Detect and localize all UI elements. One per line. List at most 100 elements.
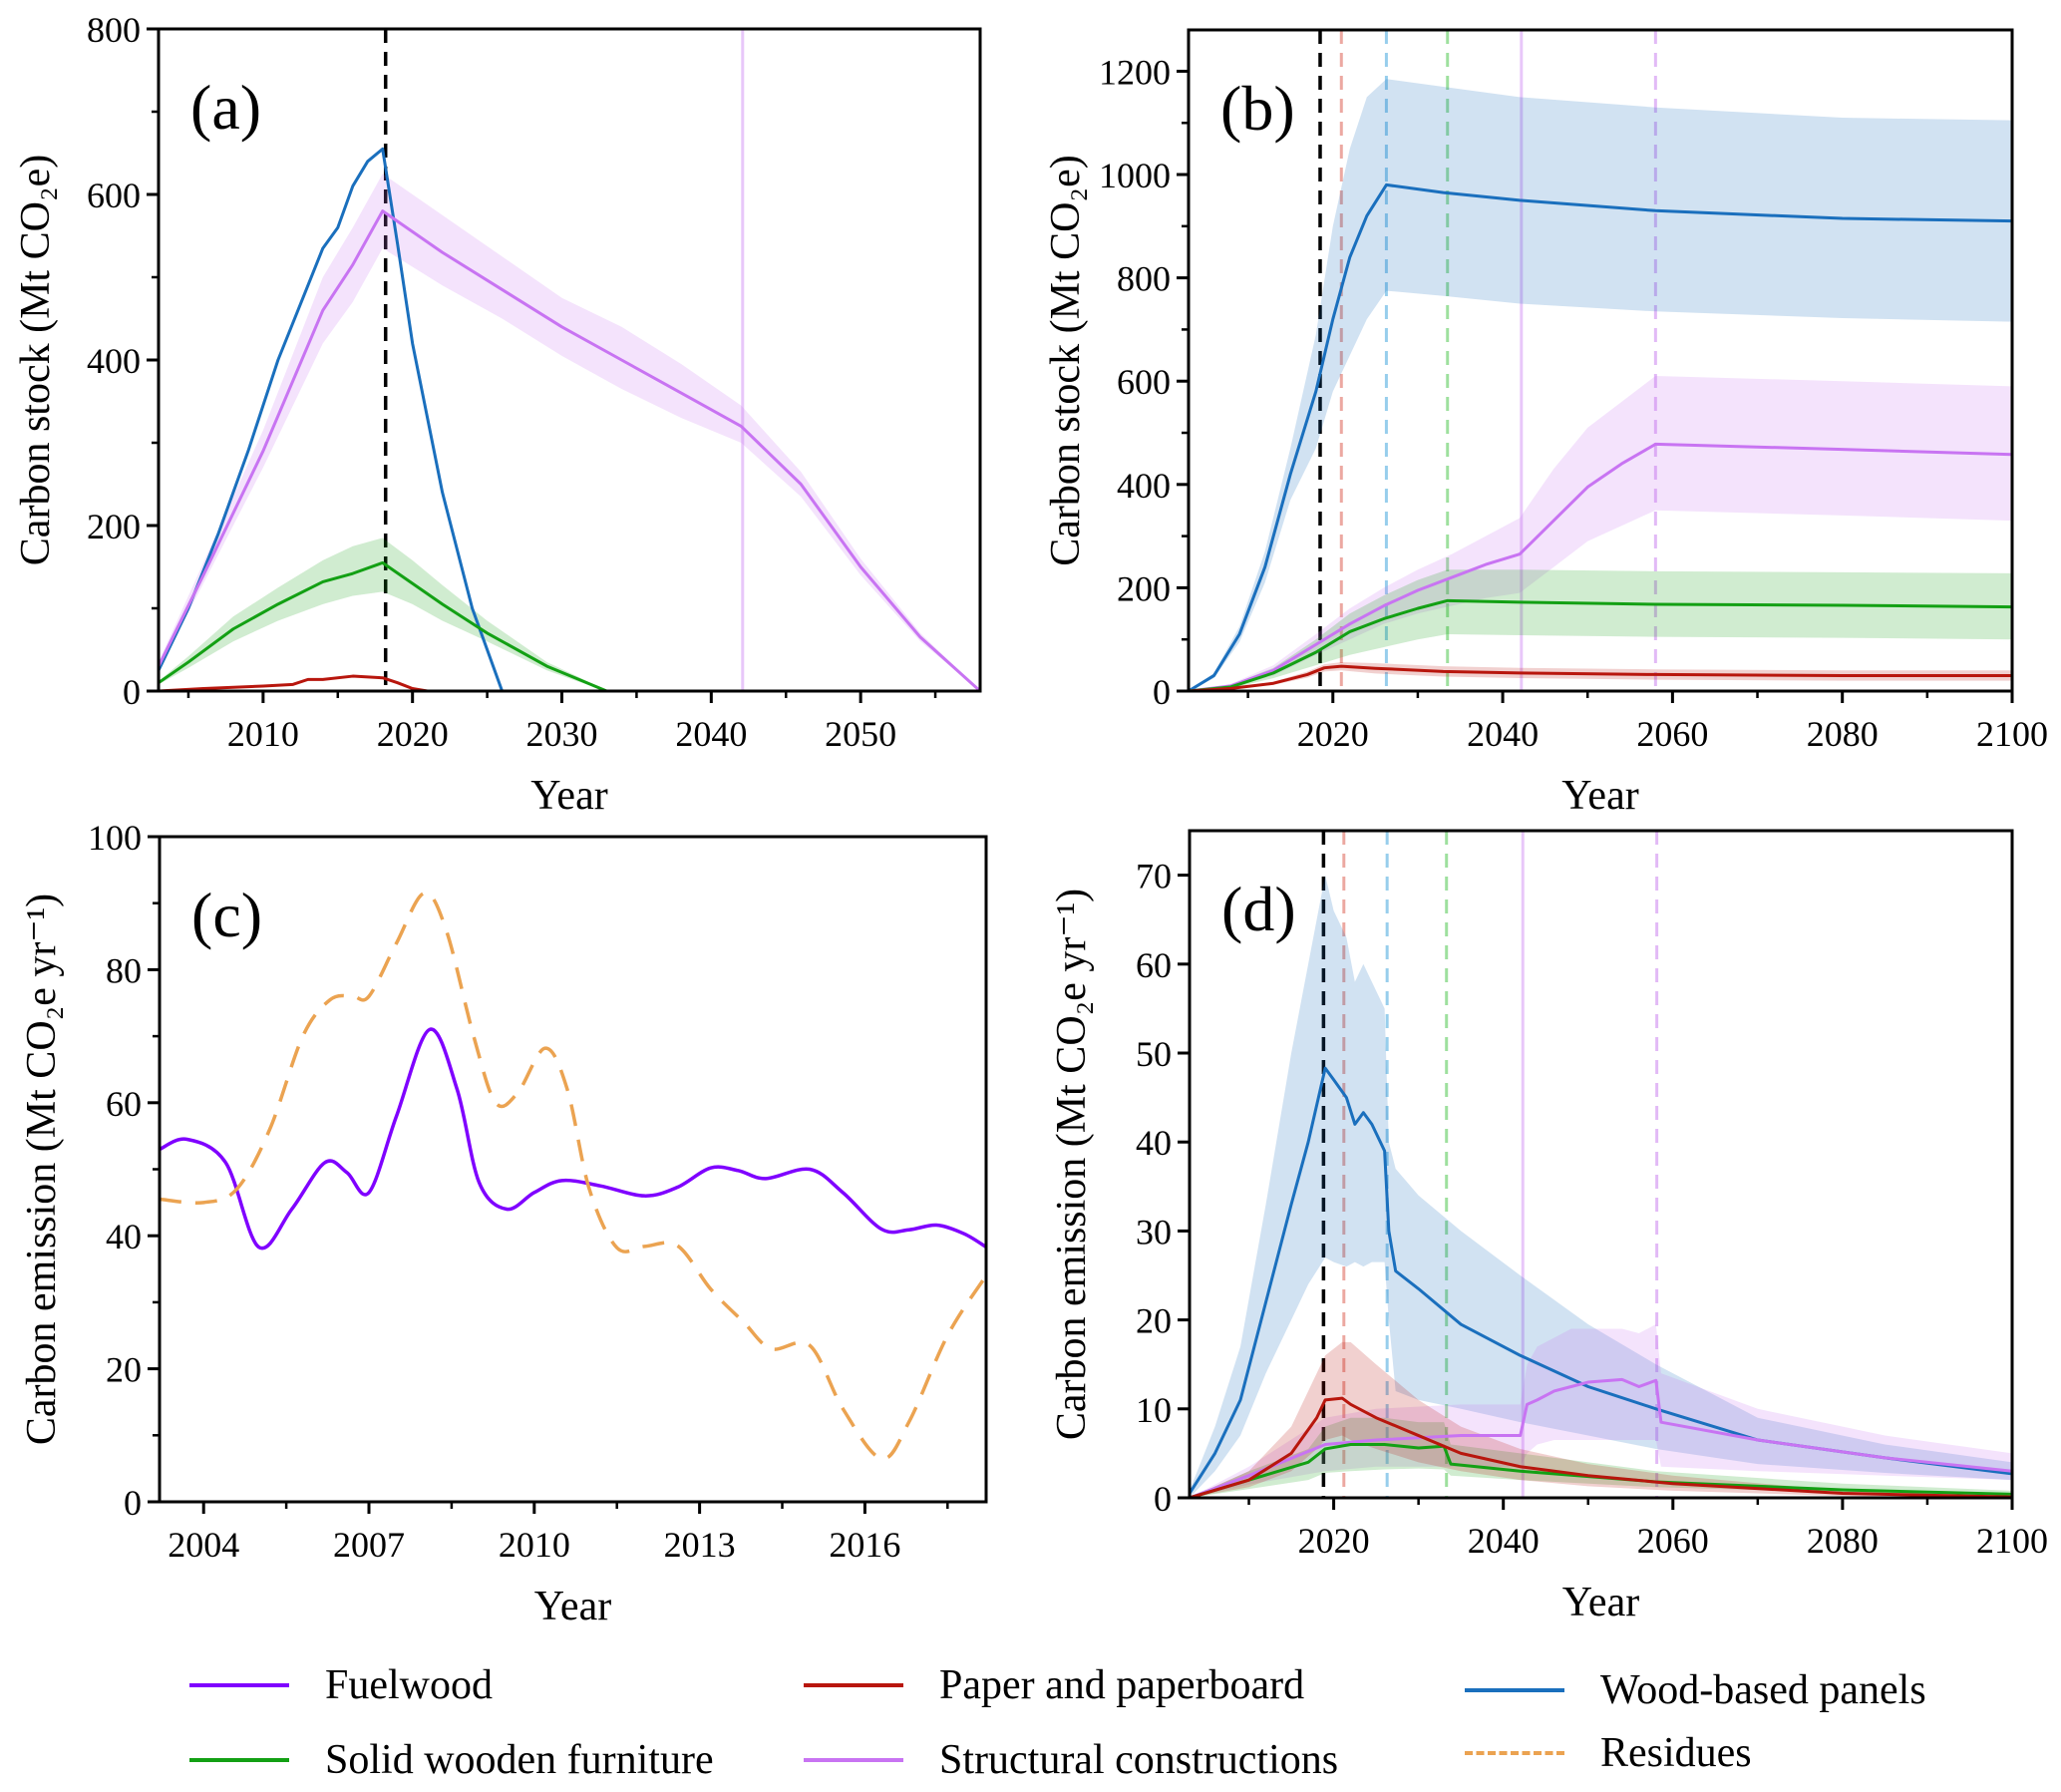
legend-item-panels: Wood-based panels [1465, 1660, 1926, 1720]
y-tick-label: 1000 [1099, 156, 1171, 195]
legend-swatch-furniture [189, 1758, 289, 1762]
panel-b: 0 200 400 600 800 1000 1200 2020 2040 2060 2080 210… [1043, 28, 2048, 819]
legend-item-furniture: Solid wooden furniture [189, 1730, 714, 1790]
panel-label: (b) [1220, 73, 1295, 144]
x-tick-label: 2013 [664, 1525, 736, 1565]
y-tick-label: 200 [1117, 568, 1171, 608]
series-line-structural [1190, 1377, 2012, 1498]
y-tick-label: 600 [87, 176, 141, 215]
y-tick-label: 30 [1136, 1212, 1172, 1252]
x-tick-label: 2050 [825, 714, 896, 754]
x-tick-label: 2080 [1807, 1521, 1879, 1561]
uncertainty-band-structural [1190, 1324, 2012, 1498]
y-axis-label: Carbon emission (Mt CO₂e yr⁻¹) [19, 894, 65, 1445]
plot-area [1189, 30, 2012, 691]
panel-a: 0 200 400 600 800 2010 2020 2030 2040 2050 Year Car… [13, 10, 982, 819]
y-tick-label: 60 [106, 1084, 142, 1124]
series-line-structural [1189, 442, 2012, 691]
x-axis-label: Year [1562, 1580, 1639, 1625]
series-line-fuelwood [160, 1027, 986, 1251]
plot-area [159, 29, 980, 691]
series-line-furniture [1189, 598, 2012, 691]
x-tick-label: 2100 [1976, 714, 2048, 754]
uncertainty-band-panels [1189, 79, 2012, 691]
uncertainty-band-structural [1189, 376, 2012, 691]
x-axis-label: Year [1561, 773, 1638, 819]
y-tick-label: 1200 [1099, 52, 1171, 92]
x-tick-label: 2016 [829, 1525, 900, 1565]
x-tick-label: 2007 [333, 1525, 405, 1565]
legend-swatch-structural [804, 1758, 903, 1762]
uncertainty-band-furniture [159, 538, 607, 691]
y-tick-label: 10 [1136, 1390, 1172, 1430]
legend-item-paper: Paper and paperboard [804, 1655, 1304, 1715]
y-axis-label: Carbon emission (Mt CO₂e yr⁻¹) [1049, 889, 1095, 1440]
panel-label: (d) [1221, 874, 1296, 944]
panel-label: (c) [191, 880, 262, 950]
y-tick-label: 20 [1136, 1301, 1172, 1341]
x-tick-label: 2004 [168, 1525, 239, 1565]
legend-label-panels: Wood-based panels [1600, 1667, 1926, 1713]
axes-frame [158, 835, 988, 1504]
y-axis-label: Carbon stock (Mt CO₂e) [13, 155, 59, 565]
series-line-panels [1190, 1066, 2012, 1495]
y-tick-label: 20 [106, 1350, 142, 1390]
x-tick-label: 2060 [1636, 714, 1708, 754]
legend-swatch-paper [804, 1683, 903, 1687]
y-tick-label: 0 [124, 1483, 142, 1523]
series-line-panels [159, 147, 504, 691]
y-tick-label: 40 [106, 1217, 142, 1256]
y-tick-label: 800 [87, 10, 141, 50]
legend: Fuelwood Paper and paperboard Wood-based… [0, 1635, 2061, 1792]
series-line-paper [159, 674, 428, 691]
x-tick-label: 2020 [377, 714, 449, 754]
y-tick-label: 100 [88, 818, 142, 858]
x-tick-label: 2080 [1807, 714, 1879, 754]
series-line-paper [1190, 1396, 2012, 1498]
y-tick-label: 40 [1136, 1123, 1172, 1163]
x-axis-label: Year [530, 773, 607, 819]
x-tick-label: 2030 [526, 714, 598, 754]
legend-item-structural: Structural constructions [804, 1730, 1338, 1790]
series-line-residues [160, 891, 986, 1461]
x-tick-label: 2010 [499, 1525, 570, 1565]
series-line-panels [1189, 182, 2012, 691]
y-tick-label: 0 [1154, 1479, 1172, 1519]
uncertainty-band-panels [1190, 875, 2012, 1498]
y-tick-label: 60 [1136, 945, 1172, 985]
legend-swatch-fuelwood [189, 1683, 289, 1687]
y-tick-label: 400 [1117, 466, 1171, 506]
legend-swatch-residues [1465, 1751, 1564, 1755]
y-tick-label: 200 [87, 507, 141, 546]
y-tick-label: 70 [1136, 857, 1172, 896]
y-tick-label: 0 [123, 672, 141, 712]
y-tick-label: 400 [87, 341, 141, 381]
x-tick-label: 2100 [1976, 1521, 2048, 1561]
x-tick-label: 2040 [1467, 714, 1539, 754]
y-tick-label: 80 [106, 950, 142, 990]
uncertainty-band-paper [1190, 1341, 2012, 1498]
legend-item-fuelwood: Fuelwood [189, 1655, 493, 1715]
x-tick-label: 2010 [227, 714, 299, 754]
x-tick-label: 2040 [1468, 1521, 1540, 1561]
legend-label-fuelwood: Fuelwood [325, 1662, 493, 1708]
y-tick-label: 0 [1153, 672, 1171, 712]
panel-label: (a) [190, 72, 261, 143]
legend-label-structural: Structural constructions [939, 1737, 1339, 1783]
y-tick-label: 800 [1117, 259, 1171, 299]
x-tick-label: 2020 [1297, 714, 1369, 754]
y-tick-label: 50 [1136, 1034, 1172, 1074]
legend-label-residues: Residues [1600, 1730, 1752, 1776]
plot-area [160, 891, 986, 1461]
legend-label-paper: Paper and paperboard [939, 1662, 1305, 1708]
axes-frame [1187, 28, 2014, 693]
y-tick-label: 600 [1117, 362, 1171, 402]
x-tick-label: 2060 [1637, 1521, 1709, 1561]
plot-area [1190, 831, 2012, 1498]
y-axis-label: Carbon stock (Mt CO₂e) [1043, 155, 1089, 565]
x-tick-label: 2020 [1298, 1521, 1370, 1561]
panel-c: 0 20 40 60 80 100 2004 2007 2010 2013 2016 Year Carb… [19, 818, 988, 1629]
series-line-paper [1189, 664, 2012, 691]
series-line-furniture [159, 560, 608, 691]
